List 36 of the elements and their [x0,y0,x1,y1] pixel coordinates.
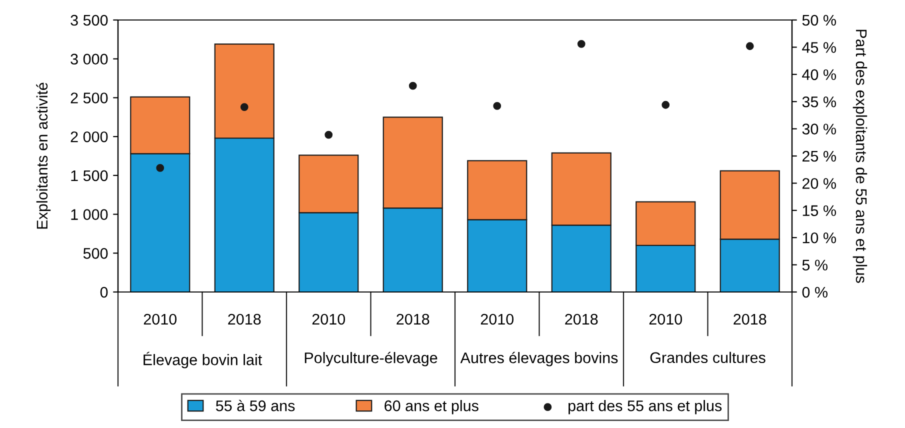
x-tick-label: 2010 [312,314,346,325]
y2-tick-label: 15 % [802,205,836,216]
x-tick-label: 2018 [565,314,598,325]
x-tick-label: 2018 [396,314,430,325]
y2-tick-label: 25 % [802,150,836,162]
y-tick-label: 1 000 [71,209,108,220]
x-tick-label: 2018 [228,314,261,325]
text: Grandes cultures [650,352,766,364]
text: Polyculture-élevage [304,352,438,366]
text: Autres élevages bovins [460,352,618,366]
legend-label: 55 à 59 ans [216,400,295,412]
y-tick-label: 2 000 [70,131,108,142]
y2-tick-label: 0 % [802,286,828,298]
y2-tick-label: 40 % [802,69,836,80]
y2-axis-title: Part des exploitants de 55 ans et plus [852,30,868,283]
y2-tick-label: 10 % [802,232,836,244]
x-tick-label: 2010 [480,314,514,325]
x-tick-label: 2010 [144,314,177,325]
y-axis-title: Exploitants en activité [36,82,51,229]
y-tick-label: 0 [100,286,108,298]
y-tick-label: 1 500 [71,170,108,182]
y2-tick-label: 20 % [802,178,836,189]
y-tick-label: 2 500 [70,92,108,104]
text: Élevage bovin lait [144,352,262,368]
x-tick-label: 2010 [649,314,682,325]
y-tick-label: 500 [83,248,108,259]
y-tick-label: 3 000 [70,54,108,65]
y2-tick-label: 50 % [802,14,836,26]
y2-tick-label: 45 % [802,42,836,53]
y-tick-label: 3 500 [70,14,108,26]
legend-label: part des 55 ans et plus [568,400,722,414]
y2-tick-label: 35 % [802,96,836,108]
x-tick-label: 2018 [734,314,766,325]
y2-tick-label: 5 % [802,260,828,270]
legend-label: 60 ans et plus [384,400,478,414]
y2-tick-label: 30 % [802,124,836,134]
